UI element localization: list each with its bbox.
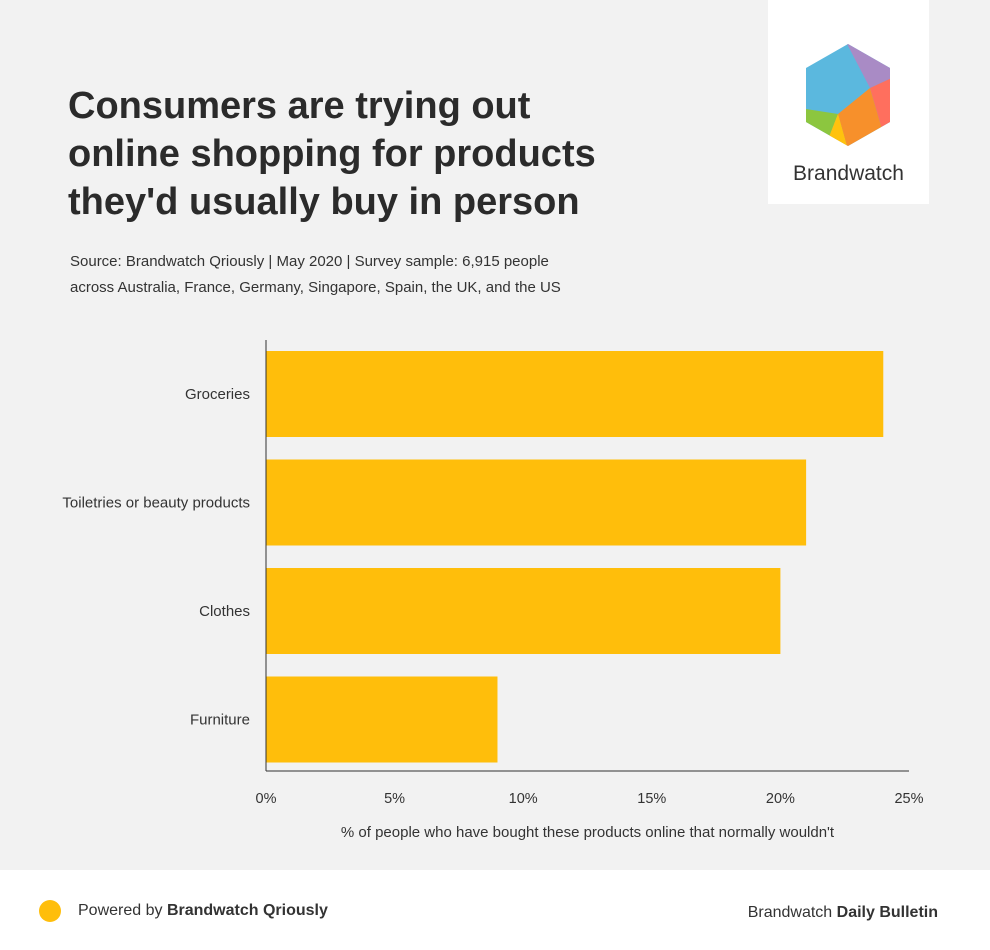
x-tick-label: 15% [637,791,666,807]
bar [266,351,884,437]
bulletin-bold: Daily Bulletin [836,904,938,921]
source-line-1: Source: Brandwatch Qriously | May 2020 |… [70,253,549,270]
daily-bulletin-text: Brandwatch Daily Bulletin [748,904,938,922]
powered-by-text: Powered by Brandwatch Qriously [78,902,328,920]
x-axis-title: % of people who have bought these produc… [341,824,835,841]
title-line-3: they'd usually buy in person [68,181,580,223]
category-label: Toiletries or beauty products [62,495,250,512]
bar [266,568,781,654]
source-note: Source: Brandwatch Qriously | May 2020 |… [70,249,690,301]
x-tick-label: 20% [766,791,795,807]
brand-logo: Brandwatch [768,0,929,204]
source-line-2: across Australia, France, Germany, Singa… [70,279,561,296]
title-line-2: online shopping for products [68,133,596,175]
x-tick-label: 25% [894,791,923,807]
bar [266,676,498,763]
powered-prefix: Powered by [78,902,163,919]
category-label: Furniture [190,712,250,729]
chart-title: Consumers are trying out online shopping… [68,82,688,226]
x-tick-label: 0% [256,791,277,807]
qriously-dot-icon [39,900,61,922]
category-label: Clothes [199,603,250,620]
title-line-1: Consumers are trying out [68,85,531,127]
powered-brand: Brandwatch Qriously [166,902,328,919]
bulletin-prefix: Brandwatch [747,904,833,921]
chart-panel: Consumers are trying out online shopping… [0,0,990,870]
x-tick-label: 10% [509,791,538,807]
category-label: Groceries [185,386,250,403]
bar-chart: Groceries Toiletries or beauty products Cl… [62,340,924,841]
footer: Powered by Brandwatch Qriously Brandwatc… [0,870,990,950]
x-tick-label: 5% [384,791,405,807]
bar [266,459,807,546]
brandwatch-hexagon-icon [806,44,890,146]
brand-logo-text: Brandwatch [793,162,904,185]
